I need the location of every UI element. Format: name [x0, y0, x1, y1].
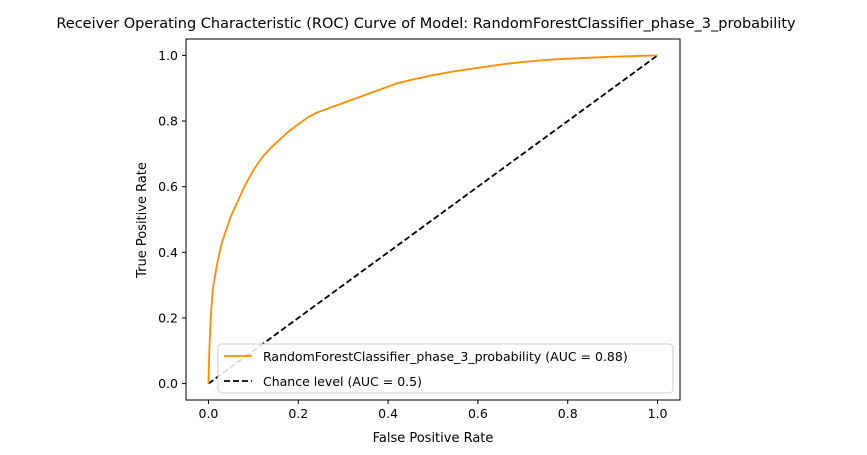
y-tick-label: 0.4 [158, 245, 178, 260]
y-tick-label: 0.6 [158, 179, 178, 194]
x-tick-label: 0.0 [199, 406, 219, 421]
y-axis-label: True Positive Rate [135, 162, 150, 279]
x-tick-label: 1.0 [648, 406, 668, 421]
y-tick-label: 0.2 [158, 310, 178, 325]
x-tick-label: 0.2 [288, 406, 308, 421]
chart-title: Receiver Operating Characteristic (ROC) … [56, 16, 796, 32]
y-tick-label: 1.0 [158, 48, 178, 63]
legend-label-roc: RandomForestClassifier_phase_3_probabili… [263, 349, 628, 364]
x-axis-label: False Positive Rate [373, 431, 494, 446]
y-tick-label: 0.8 [158, 114, 178, 129]
x-tick-label: 0.4 [378, 406, 398, 421]
y-axis-ticks: 0.0 0.2 0.4 0.6 0.8 1.0 [158, 48, 186, 391]
series-layer [207, 54, 659, 385]
legend: RandomForestClassifier_phase_3_probabili… [217, 343, 674, 394]
x-axis-ticks: 0.0 0.2 0.4 0.6 0.8 1.0 [199, 400, 668, 421]
x-tick-label: 0.8 [558, 406, 578, 421]
legend-box [217, 343, 674, 394]
y-tick-label: 0.0 [158, 376, 178, 391]
legend-label-chance: Chance level (AUC = 0.5) [263, 374, 422, 389]
roc-curve-line [207, 54, 658, 384]
chance-level-line [207, 54, 659, 385]
x-tick-label: 0.6 [468, 406, 488, 421]
